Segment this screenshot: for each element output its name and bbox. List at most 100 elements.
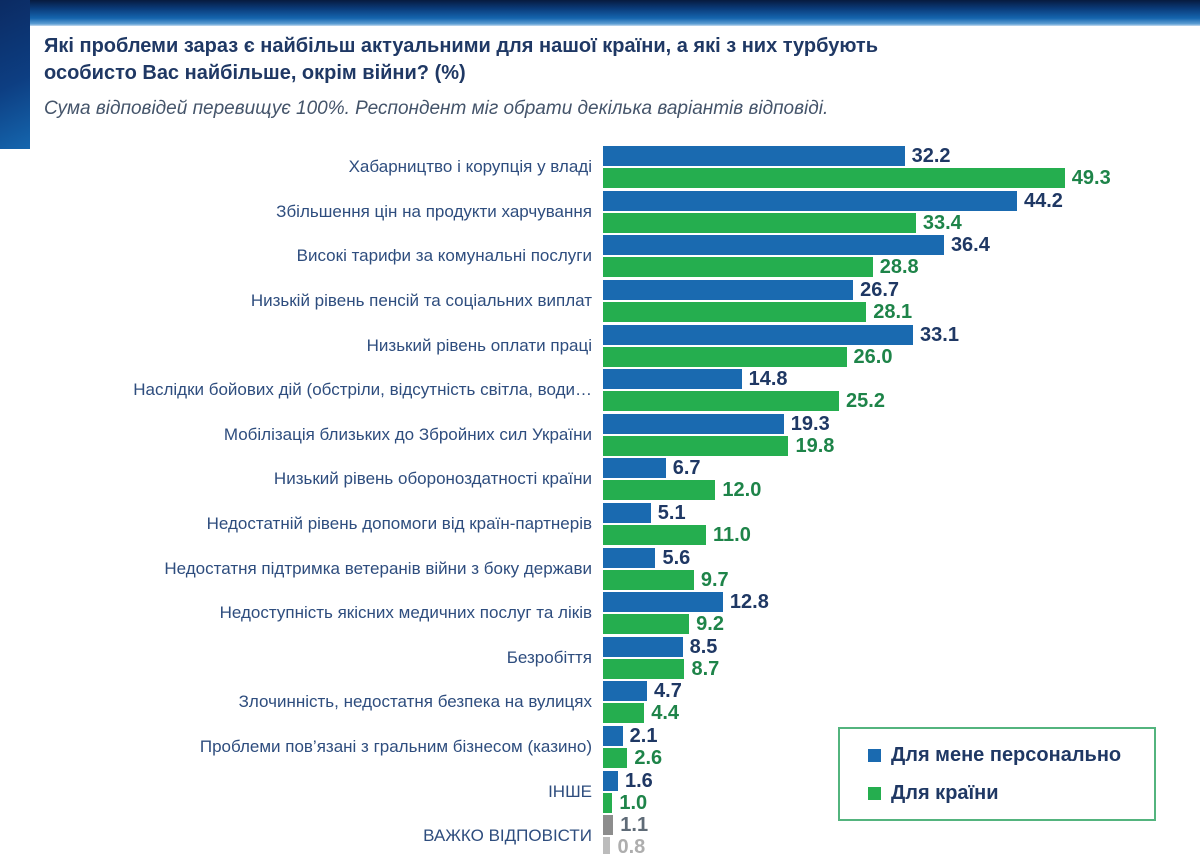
bar-value: 19.3 [790, 412, 830, 435]
bar-personal [603, 726, 623, 747]
chart-row: Недостатній рівень допомоги від країн-па… [0, 502, 1200, 547]
legend-item-country: Для країни [868, 782, 1154, 805]
bar-value: 33.1 [920, 323, 959, 346]
bar-value: 28.1 [873, 301, 913, 324]
chart-row: Недоступність якісних медичних послуг та… [0, 591, 1200, 636]
legend-item-personal: Для мене персонально [868, 744, 1154, 767]
bar-group: 12.8 9.2 [603, 592, 1200, 635]
bar-line: 36.4 [603, 235, 1200, 256]
bar-value: 12.0 [722, 479, 762, 502]
category-label: Безробіття [506, 647, 592, 667]
bar-value: 8.5 [689, 635, 718, 658]
bar-line: 32.2 [603, 145, 1200, 168]
category-label: Збільшення цін на продукти харчування [276, 201, 592, 221]
bar-line: 0.8 [603, 837, 1200, 854]
bar-value: 4.4 [651, 702, 680, 725]
bar-value: 1.6 [624, 769, 653, 792]
bar-country [603, 168, 1065, 189]
bar-value: 14.8 [748, 368, 788, 391]
bar-group: 2.1 2.6 [603, 725, 1200, 770]
bar-line: 33.4 [603, 211, 1200, 234]
bar-line: 9.2 [603, 614, 1200, 635]
bar-value: 4.7 [654, 680, 682, 703]
bar-country [603, 658, 685, 679]
bar-value: 1.1 [620, 814, 649, 837]
category-label: Мобілізація близьких до Збройних сил Укр… [223, 424, 592, 444]
bar-line: 33.1 [603, 323, 1200, 346]
category-label: Низький рівень оплати праці [366, 335, 592, 355]
bar-group: 1.6 1.0 [603, 769, 1200, 813]
category-label: Злочинність, недостатня безпека на вулиц… [238, 692, 592, 712]
bar-value: 49.3 [1071, 167, 1111, 190]
bar-country [603, 837, 611, 854]
bar-value: 33.4 [922, 211, 962, 234]
bar-country [603, 569, 694, 590]
bar-group: 8.5 8.7 [603, 635, 1200, 680]
bar-line: 28.1 [603, 301, 1200, 324]
bar-value: 6.7 [672, 457, 701, 480]
chart-subtitle: Сума відповідей перевищує 100%. Респонде… [44, 98, 829, 119]
page-title-line-2: особисто Вас найбільше, окрім війни? (%) [44, 62, 466, 84]
bar-line: 6.7 [603, 457, 1200, 480]
bar-line: 28.8 [603, 256, 1200, 279]
category-label: Високі тарифи за комунальні послуги [296, 246, 592, 266]
chart-row: Хабарництво і корупція у владі 32.2 49.3 [0, 145, 1200, 190]
bar-personal [603, 146, 905, 167]
bar-personal [603, 413, 784, 434]
chart-row: Проблеми пов’язані з гральним бізнесом (… [0, 725, 1200, 770]
bar-line: 19.8 [603, 434, 1200, 457]
category-label: Низький рівень обороноздатності країни [273, 469, 592, 489]
bar-group: 14.8 25.2 [603, 368, 1200, 412]
bar-value: 28.8 [879, 256, 919, 279]
bar-value: 19.8 [795, 434, 835, 457]
bar-personal [603, 547, 656, 568]
bar-value: 32.2 [911, 145, 951, 168]
bar-country [603, 480, 716, 501]
bar-line: 2.1 [603, 725, 1200, 748]
category-label: Недостатня підтримка ветеранів війни з б… [164, 558, 592, 578]
legend-label-personal: Для мене персонально [891, 743, 1122, 766]
bar-group: 36.4 28.8 [603, 235, 1200, 279]
bar-country [603, 748, 628, 769]
legend-swatch-personal-icon [868, 748, 881, 762]
chart-row: Низькій рівень пенсій та соціальних випл… [0, 279, 1200, 324]
chart-row: Злочинність, недостатня безпека на вулиц… [0, 680, 1200, 725]
bar-line: 25.2 [603, 391, 1200, 412]
chart-row: Мобілізація близьких до Збройних сил Укр… [0, 413, 1200, 458]
category-label: Проблеми пов’язані з гральним бізнесом (… [199, 737, 592, 757]
bar-group: 1.1 0.8 [603, 815, 1200, 854]
bar-personal [603, 592, 723, 613]
bar-country [603, 614, 690, 635]
bar-country [603, 525, 707, 546]
bar-group: 5.6 9.7 [603, 547, 1200, 591]
bar-line: 1.1 [603, 814, 1200, 837]
category-label: ВАЖКО ВІДПОВІСТИ [423, 826, 592, 846]
bar-group: 26.7 28.1 [603, 280, 1200, 324]
chart-legend: Для мене персонально Для країни [838, 727, 1156, 821]
category-label: Наслідки бойових дій (обстріли, відсутні… [133, 380, 592, 400]
legend-label-country: Для країни [891, 781, 999, 804]
legend-swatch-country-icon [868, 786, 881, 800]
bar-value: 2.6 [634, 747, 663, 770]
bar-line: 14.8 [603, 368, 1200, 391]
bar-line: 11.0 [603, 524, 1200, 547]
bar-value: 11.0 [713, 524, 751, 547]
category-label: Низькій рівень пенсій та соціальних випл… [250, 291, 592, 311]
bar-value: 0.8 [617, 836, 646, 854]
page-title-line-1: Які проблеми зараз є найбільш актуальним… [44, 35, 879, 57]
bar-line: 2.6 [603, 747, 1200, 770]
bar-line: 4.7 [603, 680, 1200, 703]
bar-group: 4.7 4.4 [603, 680, 1200, 725]
bar-country [603, 391, 840, 412]
bar-value: 8.7 [691, 657, 720, 680]
bar-value: 9.7 [700, 568, 729, 591]
bar-value: 2.1 [629, 725, 658, 748]
bar-personal [603, 280, 854, 301]
chart-row: Високі тарифи за комунальні послуги 36.4 2… [0, 234, 1200, 279]
bar-country [603, 257, 873, 278]
chart-row: Безробіття 8.5 8.7 [0, 636, 1200, 681]
chart-row: Збільшення цін на продукти харчування 44.… [0, 190, 1200, 235]
bar-line: 8.7 [603, 657, 1200, 680]
bar-line: 19.3 [603, 412, 1200, 435]
